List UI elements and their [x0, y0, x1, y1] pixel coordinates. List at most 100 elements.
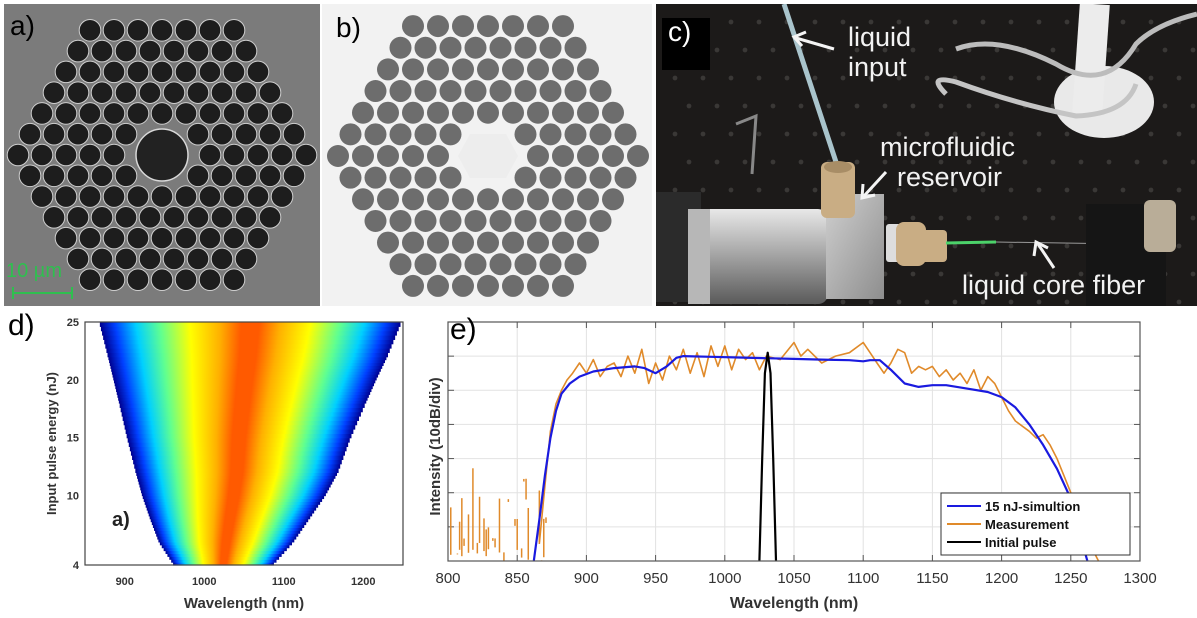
air-hole	[54, 226, 78, 250]
spectrum-line-chart: 800 850 900 950 1000 1050 1100 1150 1200 1250 1300…	[427, 321, 1157, 612]
air-hole	[174, 185, 198, 208]
air-hole	[539, 209, 562, 232]
heatmap-strip	[134, 463, 341, 469]
air-hole	[114, 81, 138, 104]
air-hole	[477, 274, 499, 297]
heatmap-strip	[144, 501, 321, 505]
heatmap-strip	[118, 400, 367, 404]
air-hole	[30, 185, 54, 208]
air-hole	[42, 122, 66, 146]
air-hole	[539, 166, 562, 189]
table-hole	[700, 75, 706, 81]
air-hole	[78, 143, 102, 167]
heatmap-strip	[155, 530, 301, 534]
table-hole	[1190, 271, 1196, 277]
heatmap-strip	[116, 388, 372, 393]
table-hole	[812, 131, 818, 137]
heatmap-strip	[111, 371, 380, 375]
heatmap-strip	[102, 330, 397, 336]
table-hole	[980, 19, 986, 25]
air-hole	[614, 123, 637, 146]
air-hole	[234, 206, 258, 229]
air-hole	[364, 123, 387, 146]
air-hole	[102, 18, 126, 42]
table-hole	[1064, 131, 1070, 137]
heatmap-strip	[119, 403, 365, 408]
table-hole	[812, 187, 818, 193]
air-hole	[234, 247, 258, 271]
air-hole	[54, 185, 78, 208]
table-hole	[1050, 215, 1056, 221]
air-hole	[174, 226, 198, 250]
air-hole	[352, 101, 374, 124]
x-tick-label: 950	[643, 570, 668, 587]
table-hole	[672, 131, 678, 137]
air-hole	[198, 60, 222, 84]
heatmap-strip	[146, 507, 317, 511]
annotation-liquid-core-fiber: liquid core fiber	[962, 270, 1146, 300]
annotation-line: liquid	[848, 22, 912, 52]
table-hole	[728, 75, 734, 81]
air-hole	[138, 206, 162, 229]
heatmap-strip	[124, 424, 356, 430]
air-hole	[102, 60, 126, 84]
air-hole	[114, 247, 138, 271]
air-hole	[414, 123, 437, 146]
air-hole	[439, 123, 462, 146]
air-hole	[527, 231, 549, 254]
air-hole	[552, 231, 574, 254]
air-hole	[364, 209, 387, 232]
air-hole	[539, 123, 562, 146]
table-hole	[1106, 159, 1112, 165]
air-hole	[414, 166, 437, 189]
heatmap-strip	[114, 382, 375, 387]
x-tick-label: 1000	[708, 570, 741, 587]
heatmap-strip	[137, 475, 336, 479]
annotation-line: reservoir	[897, 162, 1003, 192]
air-hole	[90, 81, 114, 104]
air-hole	[222, 102, 246, 125]
air-hole	[564, 209, 587, 232]
air-hole	[42, 164, 66, 188]
y-tick-label: 4	[73, 560, 80, 572]
table-hole	[1008, 187, 1014, 193]
heatmap-strip	[147, 510, 315, 514]
air-hole	[198, 268, 222, 292]
table-hole	[868, 75, 874, 81]
heatmap-strip	[141, 492, 326, 497]
x-tick-label: 800	[435, 570, 460, 587]
air-hole	[90, 247, 114, 271]
air-hole	[114, 39, 138, 63]
heatmap-strip	[150, 518, 309, 523]
heatmap-strip	[110, 365, 383, 369]
table-hole	[1162, 159, 1168, 165]
air-hole	[402, 101, 424, 124]
air-hole	[427, 145, 449, 167]
air-hole	[234, 164, 258, 188]
air-hole	[527, 145, 549, 167]
heatmap-strip	[115, 385, 373, 390]
air-hole	[126, 268, 150, 292]
air-hole	[114, 122, 138, 146]
air-hole	[186, 122, 210, 146]
table-hole	[980, 75, 986, 81]
x-tick-label: 1200	[985, 570, 1018, 587]
annotation-line: microfluidic	[880, 132, 1016, 162]
heatmap-strip	[159, 541, 292, 546]
heatmap-strip	[152, 524, 305, 528]
air-hole	[90, 39, 114, 63]
table-hole	[1176, 187, 1182, 193]
table-hole	[1008, 243, 1014, 249]
air-hole	[552, 188, 574, 211]
air-hole	[210, 81, 234, 104]
air-hole	[162, 39, 186, 63]
x-tick-label: 1300	[1123, 570, 1156, 587]
x-tick-label: 1150	[916, 570, 948, 587]
air-hole	[78, 226, 102, 250]
x-tick-label: 1050	[777, 570, 810, 587]
air-hole	[552, 274, 574, 297]
heatmap-strip	[113, 379, 376, 384]
air-hole	[439, 166, 462, 189]
air-hole	[564, 123, 587, 146]
air-hole	[186, 206, 210, 229]
